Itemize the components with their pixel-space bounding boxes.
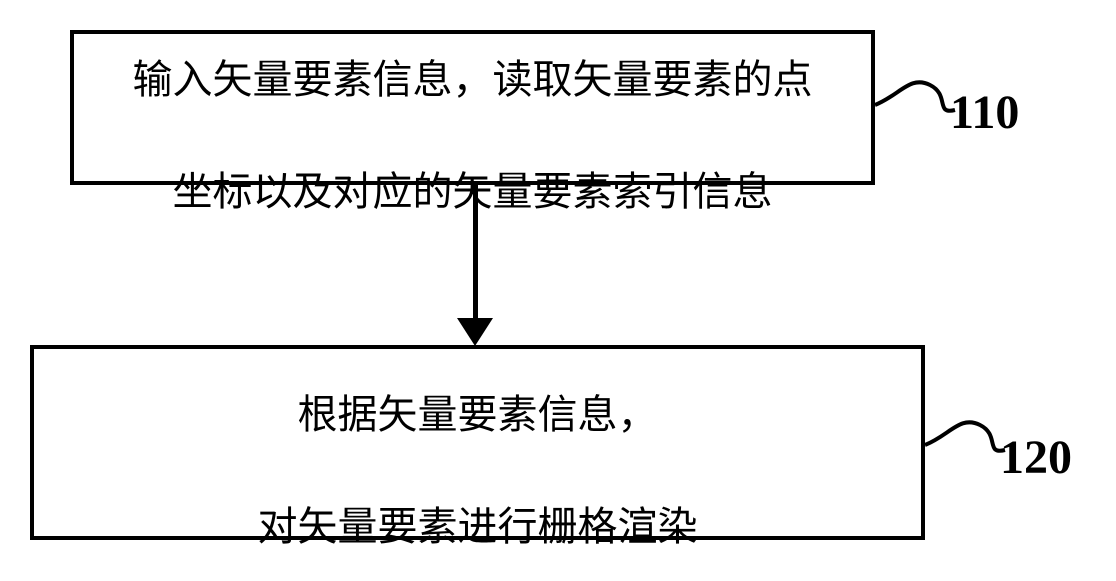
node-120-line1: 根据矢量要素信息， bbox=[298, 392, 658, 437]
node-120-line2: 对矢量要素进行栅格渲染 bbox=[258, 504, 698, 549]
edge-110-120-line bbox=[473, 185, 478, 320]
node-120-text: 根据矢量要素信息， 对矢量要素进行栅格渲染 bbox=[258, 331, 698, 555]
flowchart-node-120: 根据矢量要素信息， 对矢量要素进行栅格渲染 bbox=[30, 345, 925, 540]
node-110-line1: 输入矢量要素信息，读取矢量要素的点 bbox=[133, 57, 813, 102]
flowchart-node-110: 输入矢量要素信息，读取矢量要素的点 坐标以及对应的矢量要素索引信息 bbox=[70, 30, 875, 185]
node-label-120: 120 bbox=[1000, 430, 1072, 485]
node-label-110: 110 bbox=[950, 85, 1019, 140]
